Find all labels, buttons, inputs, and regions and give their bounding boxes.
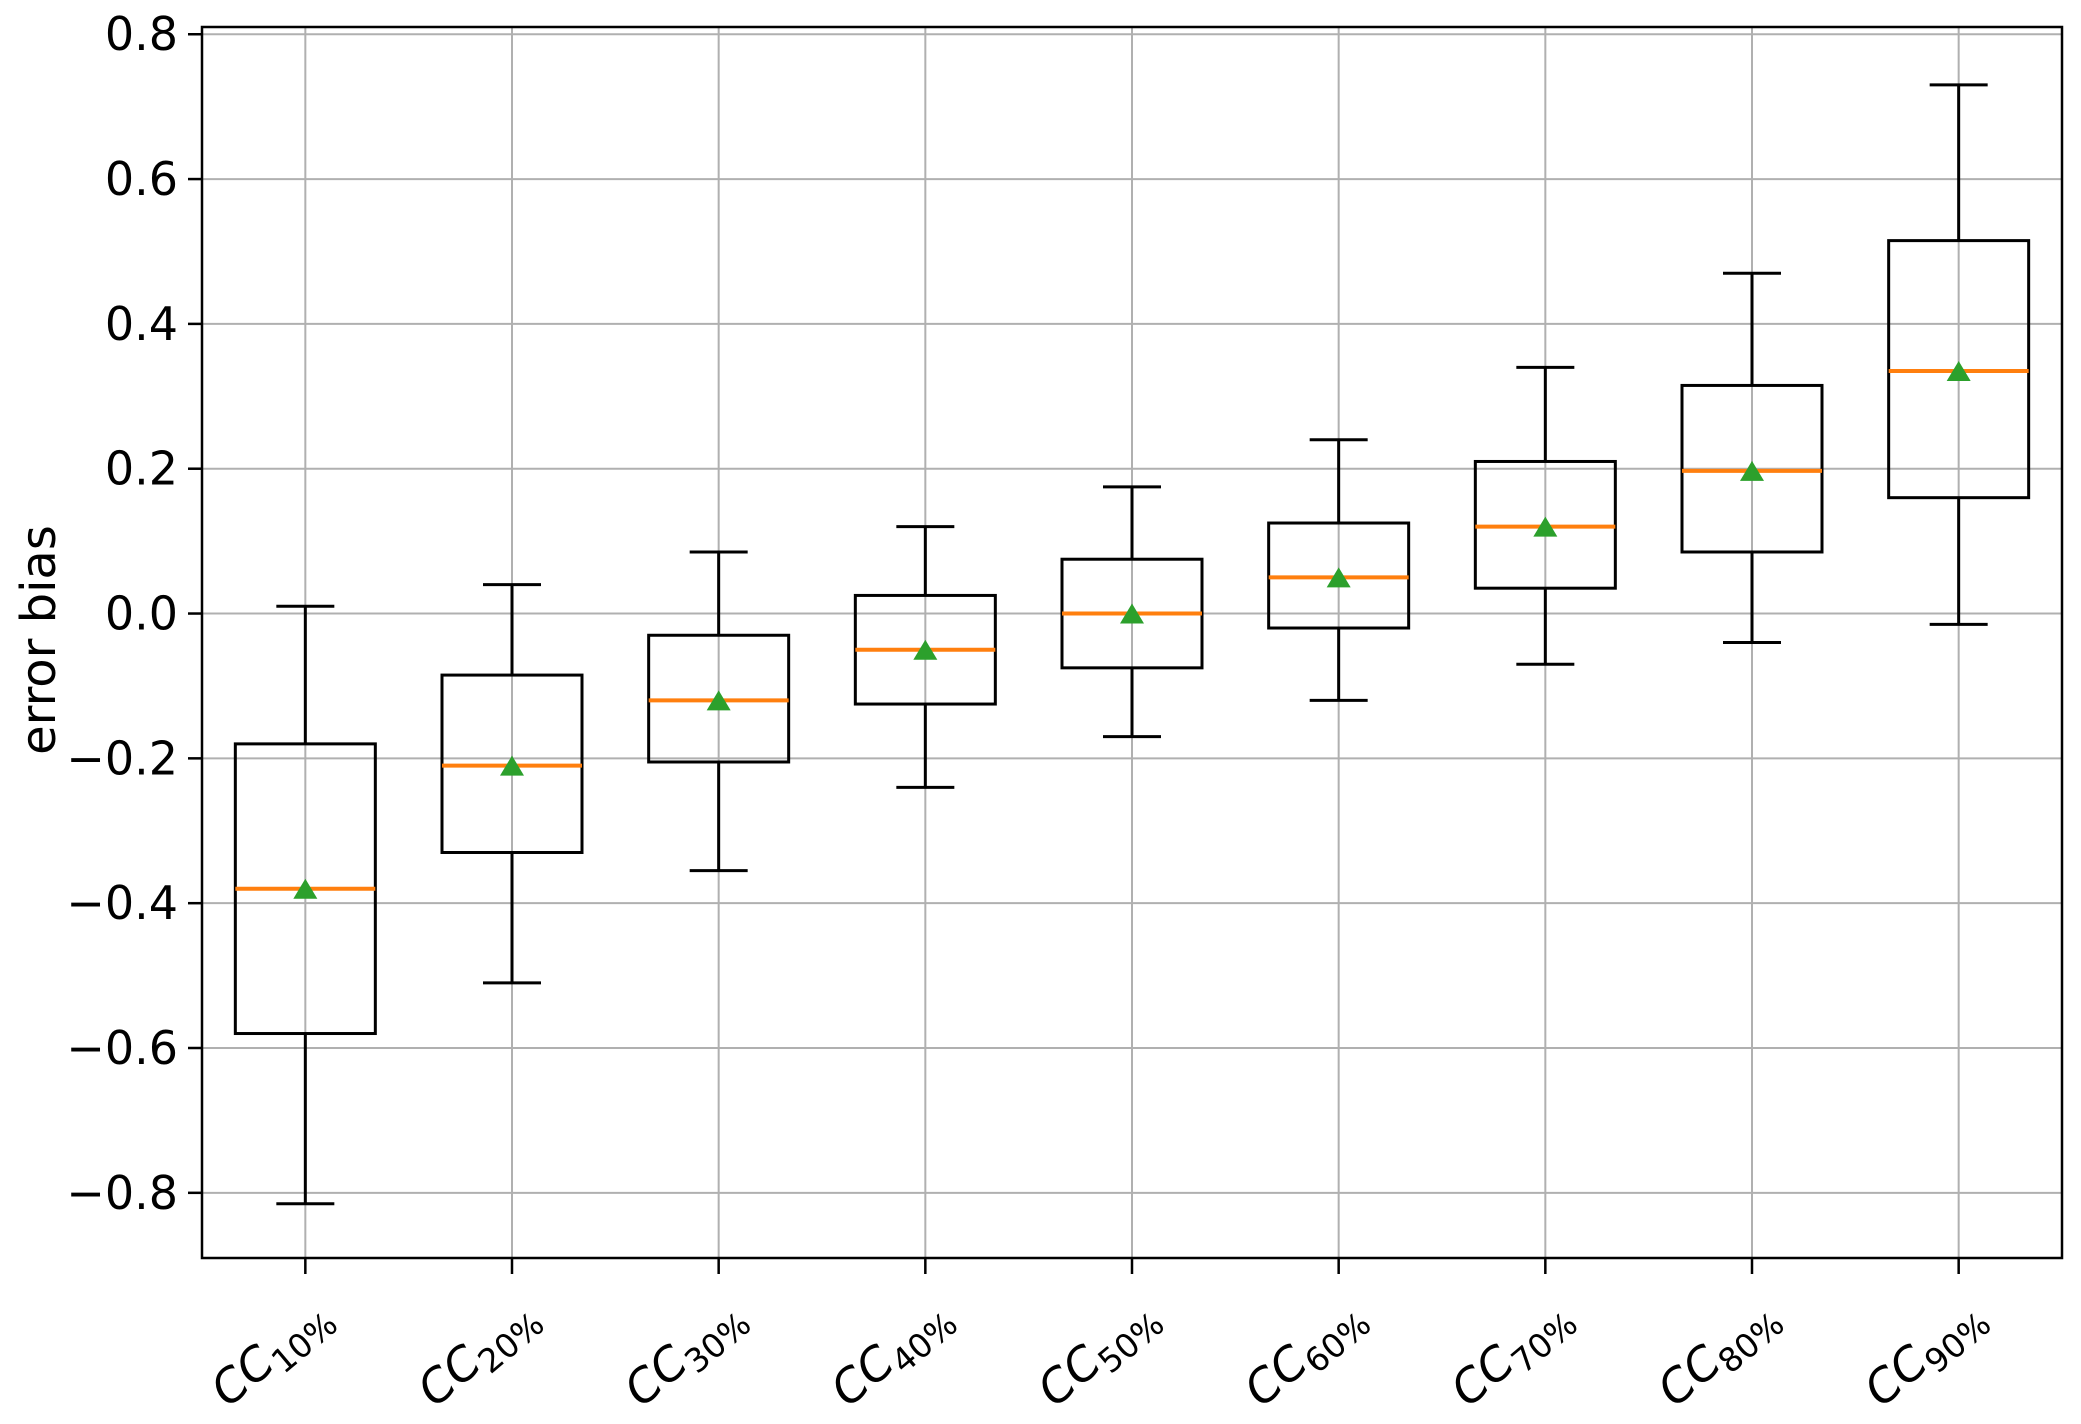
x-tick-label: CC20% [407, 1287, 552, 1422]
box-CC-80% [1680, 271, 1824, 644]
x-axis: CC10% CC20% CC30% CC40% CC50% CC60% CC70% CC80%… [200, 1258, 1999, 1422]
mean-marker [500, 755, 524, 776]
x-tick-label: CC50% [1027, 1287, 1172, 1422]
box-CC-90% [1887, 83, 2031, 626]
mean-marker [913, 639, 938, 660]
y-tick-label: −0.6 [66, 1021, 178, 1075]
mean-marker [1120, 603, 1144, 624]
y-tick-label: −0.8 [66, 1166, 178, 1220]
iqr-box [1680, 383, 1824, 554]
mean-marker [1740, 460, 1764, 481]
box-CC-60% [1267, 438, 1411, 702]
x-tick-label: CC10% [200, 1287, 345, 1422]
y-tick-label: 0.8 [105, 7, 178, 61]
box-CC-50% [1060, 485, 1204, 739]
y-tick-label: 0.2 [105, 442, 178, 496]
y-tick-label: −0.4 [66, 876, 178, 930]
x-tick-label: CC90% [1854, 1287, 1999, 1422]
x-tick-label: CC60% [1234, 1287, 1379, 1422]
y-tick-label: −0.2 [66, 731, 178, 785]
x-tick-label: CC70% [1440, 1287, 1585, 1422]
mean-marker [1533, 516, 1558, 537]
x-tick-label: CC30% [614, 1287, 759, 1422]
y-tick-label: 0.4 [105, 297, 178, 351]
mean-marker [1946, 360, 1971, 381]
x-tick-label: CC80% [1647, 1287, 1792, 1422]
x-tick-label: CC40% [820, 1287, 965, 1422]
y-tick-label: 0.0 [105, 587, 178, 641]
mean-marker [293, 878, 318, 899]
mean-marker [1326, 567, 1351, 588]
box-CC-30% [647, 550, 791, 873]
box-CC-10% [233, 604, 377, 1206]
boxplot-series [233, 83, 2031, 1206]
y-tick-label: 0.6 [105, 152, 178, 206]
box-CC-70% [1473, 365, 1617, 666]
box-CC-20% [440, 583, 584, 985]
mean-marker [706, 690, 731, 711]
y-axis: 0.8 0.6 0.4 0.2 0.0 −0.2 −0.4 −0.6 −0.8 [66, 7, 202, 1220]
box-CC-40% [853, 525, 997, 789]
